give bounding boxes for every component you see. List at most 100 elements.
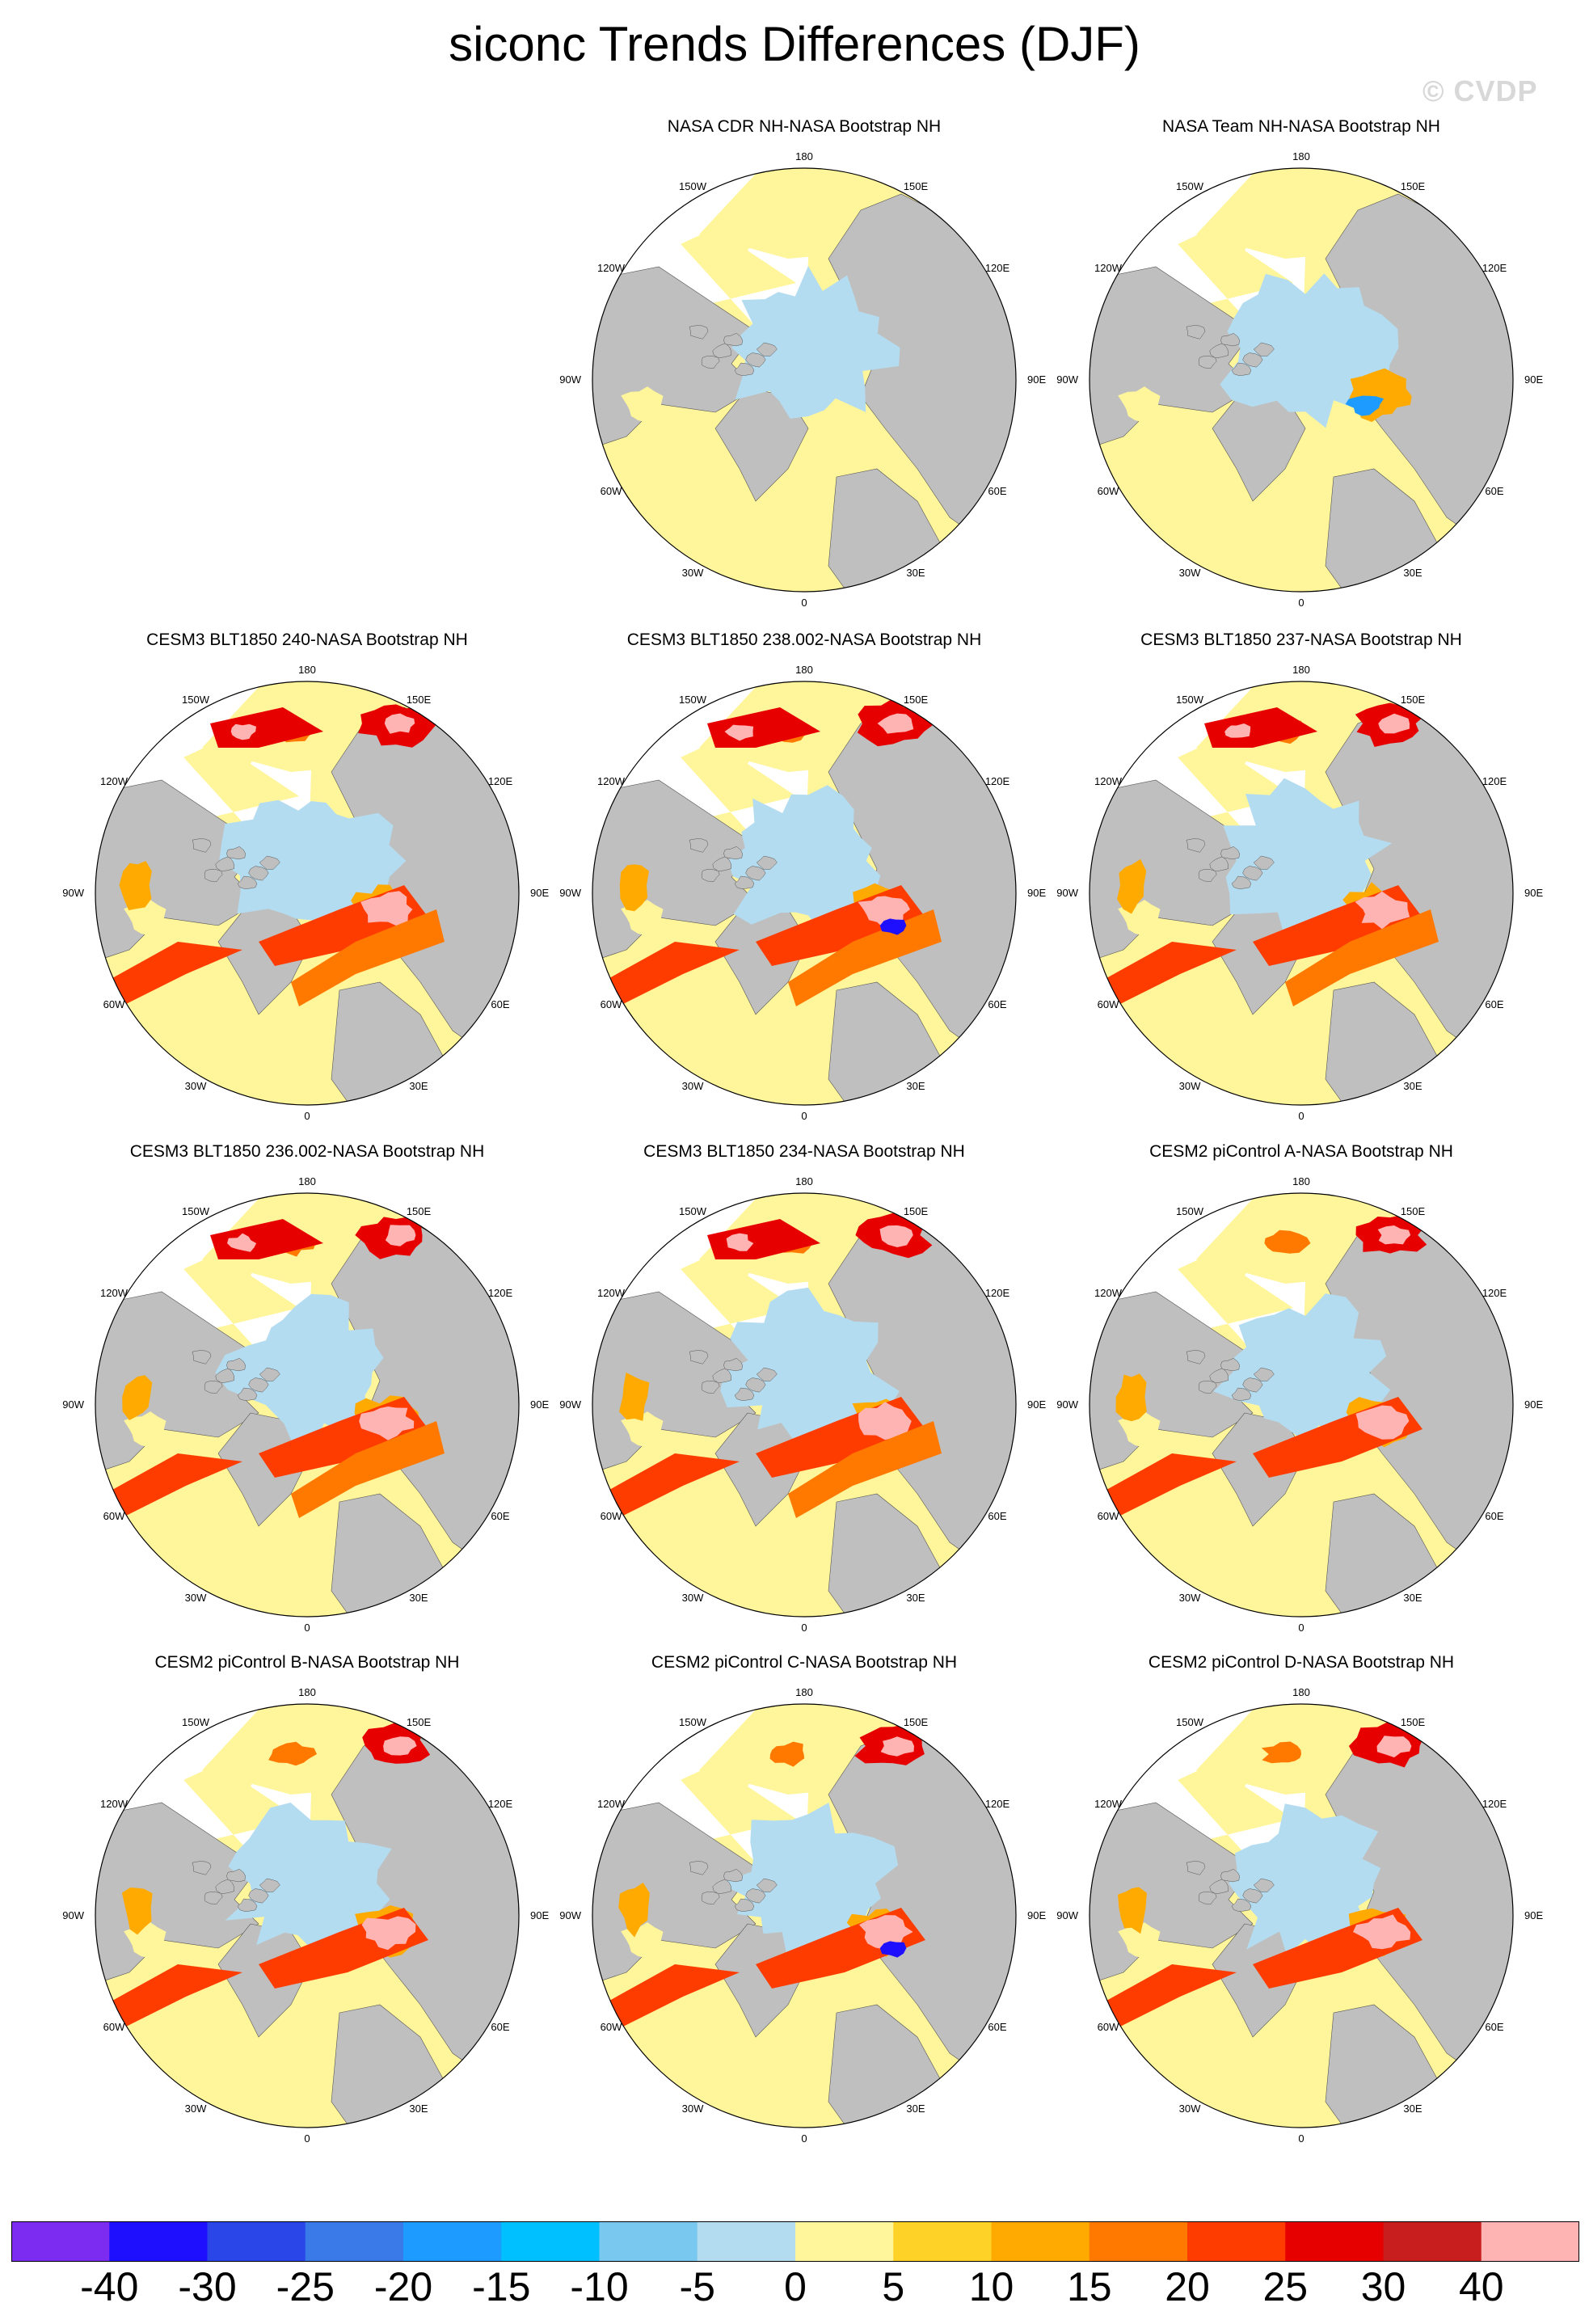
longitude-label: 0	[304, 1622, 310, 1634]
page-title: siconc Trends Differences (DJF)	[449, 17, 1140, 71]
longitude-label: 60E	[988, 1510, 1006, 1522]
colorbar-tick-label: 40	[1458, 2264, 1504, 2309]
longitude-label: 150W	[182, 694, 210, 706]
anomaly-bering	[268, 1741, 317, 1766]
longitude-label: 90W	[1056, 373, 1078, 386]
longitude-label: 180	[795, 150, 813, 162]
longitude-label: 120E	[1482, 775, 1507, 787]
land-island	[756, 855, 778, 870]
map-boundary	[1089, 167, 1514, 593]
land-island	[745, 352, 766, 368]
land-island	[1198, 355, 1217, 369]
longitude-label: 60W	[103, 2021, 125, 2033]
land-island	[237, 1898, 258, 1912]
longitude-label: 150E	[407, 1716, 432, 1728]
land-island	[701, 868, 720, 882]
land-island	[1198, 1380, 1217, 1394]
anomaly-bering	[1261, 1741, 1301, 1764]
land-island	[734, 875, 755, 889]
longitude-label: 120W	[1094, 1287, 1123, 1299]
polar-map: 180 150E 120E 90E 60E 30E 0 30W 60W 90W 120W 150W	[1056, 1686, 1543, 2145]
land-island	[1186, 838, 1206, 853]
anomaly-okhotsk-core	[1378, 713, 1410, 734]
longitude-label: 60W	[1098, 2021, 1119, 2033]
longitude-label: 90W	[62, 1398, 84, 1411]
longitude-label: 30E	[409, 1592, 428, 1604]
anomaly-chukchi-core	[230, 723, 256, 740]
longitude-label: 60W	[103, 1510, 125, 1522]
longitude-label: 30W	[682, 1080, 704, 1092]
longitude-label: 150E	[904, 694, 929, 706]
colorbar-tick-label: -15	[472, 2264, 531, 2309]
colorbar-tick-label: 10	[968, 2264, 1014, 2309]
hudson-bay	[1118, 1922, 1161, 1959]
land-island	[1253, 1878, 1275, 1892]
anomaly-nordic	[291, 1421, 445, 1518]
colorbar-swatch	[795, 2221, 894, 2262]
land-island	[734, 362, 755, 376]
colorbar-swatch	[1481, 2221, 1579, 2262]
longitude-label: 120W	[597, 262, 626, 274]
longitude-label: 30W	[1179, 567, 1201, 579]
longitude-label: 150W	[679, 180, 707, 192]
panel-title: CESM3 BLT1850 234-NASA Bootstrap NH	[643, 1142, 965, 1161]
anomaly-max	[858, 896, 910, 930]
map-boundary	[592, 1192, 1017, 1618]
polar-map: 180 150E 120E 90E 60E 30E 0 30W 60W 90W 120W 150W	[62, 1175, 549, 1634]
land-island	[204, 1380, 223, 1394]
longitude-label: 180	[795, 1686, 813, 1698]
panel-title: CESM3 BLT1850 237-NASA Bootstrap NH	[1140, 631, 1462, 649]
longitude-label: 120W	[1094, 775, 1123, 787]
longitude-label: 150W	[679, 1205, 707, 1217]
anomaly-hudson	[122, 1375, 153, 1420]
arctic-basin	[727, 785, 881, 943]
longitude-label: 150W	[1176, 694, 1204, 706]
anomaly-hudson	[1117, 858, 1147, 914]
panel-title: CESM2 piControl A-NASA Bootstrap NH	[1149, 1142, 1453, 1161]
longitude-label: 120E	[488, 775, 513, 787]
longitude-label: 180	[1292, 1175, 1310, 1187]
longitude-label: 180	[298, 664, 316, 676]
longitude-label: 60E	[988, 2021, 1006, 2033]
anomaly-nordic	[291, 909, 445, 1006]
longitude-label: 30W	[185, 1080, 207, 1092]
longitude-label: 150W	[1176, 1716, 1204, 1728]
longitude-label: 120W	[100, 775, 129, 787]
colorbar-tick-label: 15	[1066, 2264, 1112, 2309]
colorbar-tick-label: 30	[1360, 2264, 1406, 2309]
land-island	[259, 855, 280, 870]
polar-map: 180 150E 120E 90E 60E 30E 0 30W 60W 90W 120W 150W	[1056, 150, 1543, 609]
longitude-label: 0	[304, 1110, 310, 1122]
longitude-label: 30W	[185, 2103, 207, 2115]
anomaly-nordic	[788, 1421, 942, 1518]
longitude-label: 30E	[906, 1080, 925, 1092]
map-boundary	[95, 1192, 520, 1618]
land-island	[723, 333, 743, 347]
land-island	[192, 1861, 212, 1875]
longitude-label: 120E	[1482, 1798, 1507, 1810]
anomaly-labrador	[105, 1453, 242, 1518]
colorbar-swatch	[207, 2221, 306, 2262]
land-island	[237, 1387, 258, 1401]
map-boundary	[1089, 1192, 1514, 1618]
anomaly-hudson	[119, 861, 152, 911]
anomaly-negative	[879, 918, 907, 935]
anomaly-okhotsk-core	[880, 1736, 914, 1757]
land-island	[204, 868, 223, 882]
arctic-basin	[225, 1803, 392, 1955]
land-island	[1186, 1350, 1206, 1364]
longitude-label: 30W	[185, 1592, 207, 1604]
longitude-label: 0	[801, 2132, 807, 2145]
arctic-basin	[1229, 1803, 1381, 1956]
map-panel: CESM3 BLT1850 240-NASA Bootstrap NH 180 15…	[57, 631, 558, 1132]
longitude-label: 90E	[1524, 887, 1543, 899]
anomaly-okhotsk-core	[877, 713, 914, 734]
longitude-label: 60W	[1098, 1510, 1119, 1522]
longitude-label: 180	[1292, 664, 1310, 676]
longitude-label: 180	[298, 1175, 316, 1187]
anomaly-chukchi-core	[726, 1233, 754, 1251]
land-island	[204, 1891, 223, 1904]
anomaly-bering	[1264, 1229, 1311, 1254]
map-panel: CESM3 BLT1850 237-NASA Bootstrap NH 180 15…	[1051, 631, 1552, 1132]
land-island	[1231, 362, 1252, 376]
